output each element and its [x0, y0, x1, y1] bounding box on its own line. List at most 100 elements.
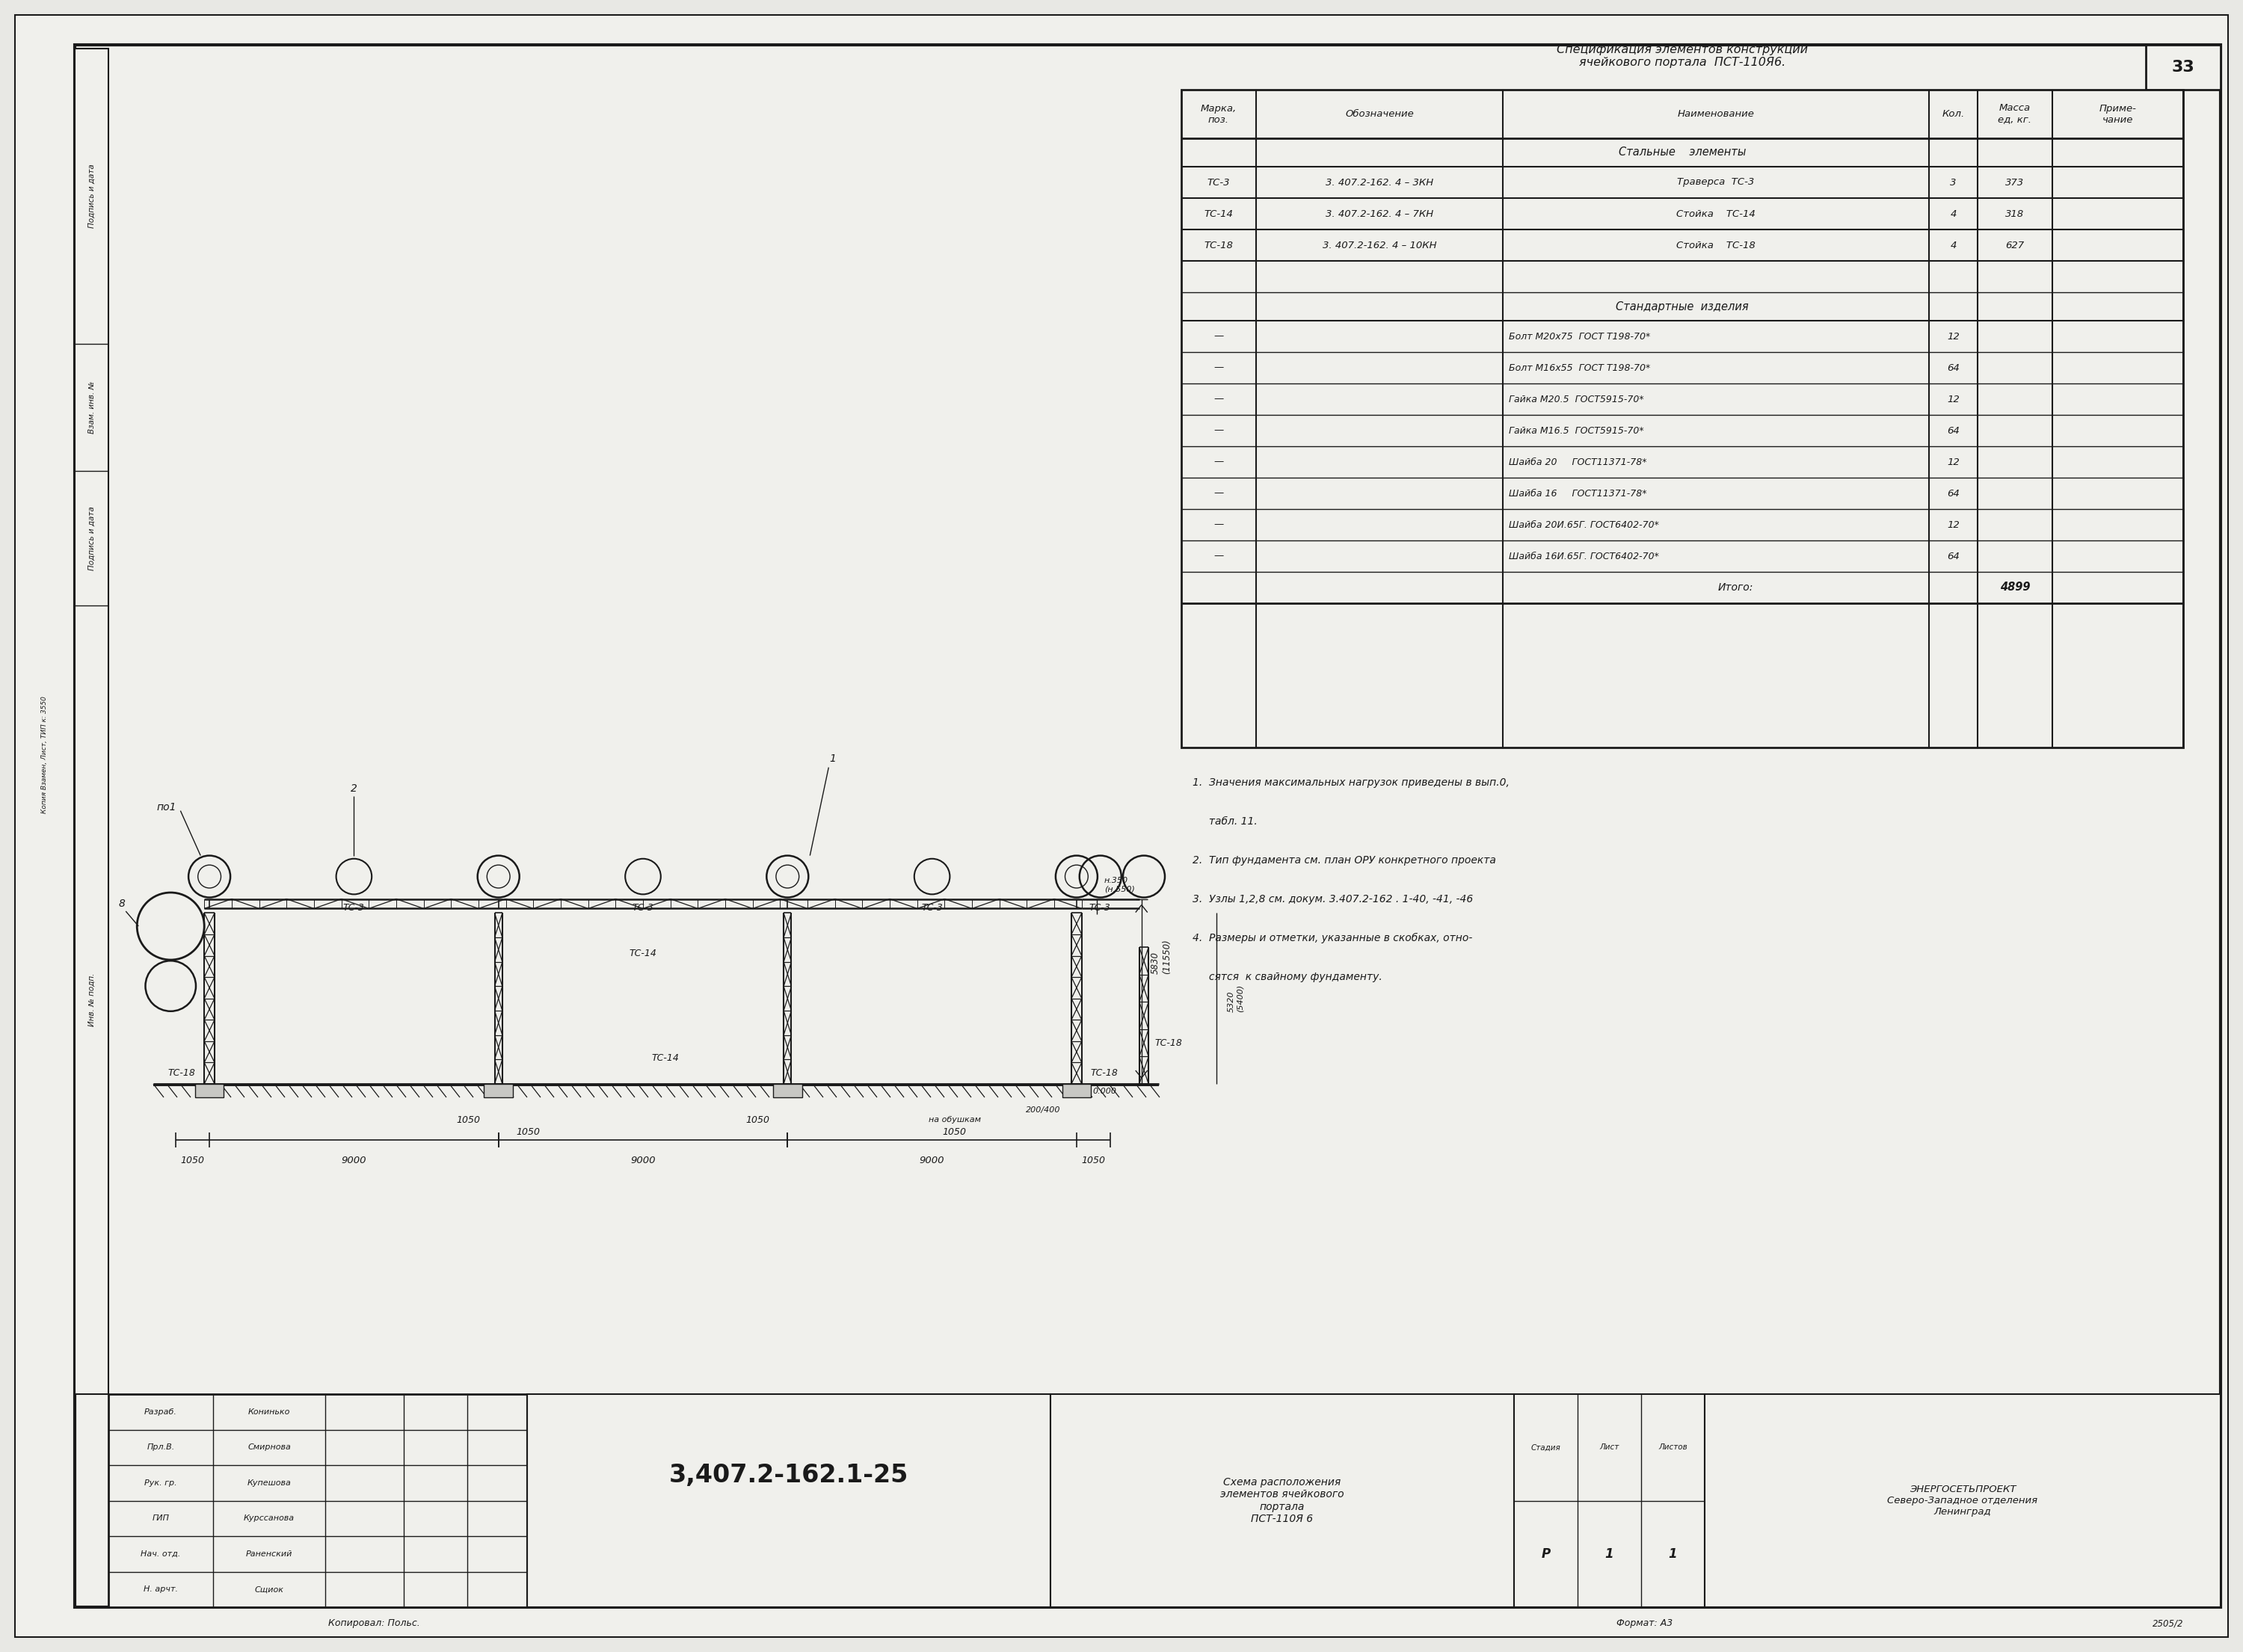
- Text: 64: 64: [1947, 426, 1960, 436]
- Text: 3,407.2-162.1-25: 3,407.2-162.1-25: [668, 1462, 908, 1487]
- Text: 3. 407.2-162. 4 – 7КН: 3. 407.2-162. 4 – 7КН: [1326, 208, 1433, 218]
- Text: Рук. гр.: Рук. гр.: [144, 1479, 177, 1487]
- Bar: [774, 1084, 803, 1097]
- Text: ТС-3: ТС-3: [343, 902, 366, 912]
- Text: 33: 33: [2171, 59, 2194, 74]
- Text: Курссанова: Курссанова: [244, 1515, 294, 1521]
- Text: 8: 8: [119, 899, 126, 909]
- Text: Подпись и дата: Подпись и дата: [87, 506, 94, 570]
- Text: 627: 627: [2005, 240, 2025, 249]
- Text: Инв. № подп.: Инв. № подп.: [87, 973, 94, 1026]
- Text: Н. арчт.: Н. арчт.: [144, 1586, 177, 1593]
- Bar: [1050, 1394, 1514, 1607]
- Text: Наименование: Наименование: [1678, 109, 1754, 119]
- Text: Формат: А3: Формат: А3: [1617, 1619, 1673, 1629]
- Text: 1050: 1050: [516, 1128, 541, 1137]
- Text: 2.  Тип фундамента см. план ОРУ конкретного проекта: 2. Тип фундамента см. план ОРУ конкретно…: [1193, 856, 1496, 866]
- Bar: [1063, 1084, 1090, 1097]
- Text: Раненский: Раненский: [247, 1550, 292, 1558]
- Text: 3. 407.2-162. 4 – 10КН: 3. 407.2-162. 4 – 10КН: [1323, 240, 1436, 249]
- Text: Болт М16х55  ГОСТ Т198-70*: Болт М16х55 ГОСТ Т198-70*: [1510, 363, 1651, 373]
- Text: 1050: 1050: [745, 1115, 769, 1125]
- Text: Шайба 16И.65Г. ГОСТ6402-70*: Шайба 16И.65Г. ГОСТ6402-70*: [1510, 552, 1660, 562]
- Text: 2: 2: [350, 783, 357, 793]
- Text: 9000: 9000: [920, 1156, 944, 1166]
- Text: Купешова: Купешова: [247, 1479, 292, 1487]
- Text: Спецификация элементов конструкций
ячейкового портала  ПСТ-110Я6.: Спецификация элементов конструкций ячейк…: [1557, 45, 1808, 68]
- Text: на обушкам: на обушкам: [929, 1117, 980, 1123]
- Text: —: —: [1213, 395, 1225, 405]
- Text: 4: 4: [1949, 208, 1956, 218]
- Text: Взам. инв. №: Взам. инв. №: [87, 382, 94, 433]
- Text: 9000: 9000: [341, 1156, 366, 1166]
- Text: Нач. отд.: Нач. отд.: [141, 1550, 182, 1558]
- Text: ТС-14: ТС-14: [653, 1054, 680, 1064]
- Text: Лист: Лист: [1599, 1444, 1619, 1450]
- Text: 12: 12: [1947, 458, 1960, 468]
- Text: 5830
(11550): 5830 (11550): [1151, 938, 1171, 975]
- Text: 12: 12: [1947, 395, 1960, 405]
- Text: ТС-14: ТС-14: [630, 948, 657, 958]
- Text: 373: 373: [2005, 177, 2025, 187]
- Text: —: —: [1213, 489, 1225, 499]
- Text: Траверса  ТС-3: Траверса ТС-3: [1678, 177, 1754, 187]
- Text: по1: по1: [157, 801, 177, 813]
- Bar: [2147, 45, 2221, 89]
- Text: ТС-18: ТС-18: [1155, 1039, 1182, 1047]
- Text: —: —: [1213, 332, 1225, 342]
- Bar: [195, 1084, 224, 1097]
- Text: 318: 318: [2005, 208, 2025, 218]
- Text: 4: 4: [1949, 240, 1956, 249]
- Text: Стадия: Стадия: [1532, 1444, 1561, 1450]
- Text: Марка,
поз.: Марка, поз.: [1200, 104, 1236, 124]
- Text: —: —: [1213, 363, 1225, 373]
- Text: —: —: [1213, 552, 1225, 562]
- Text: ТС-3: ТС-3: [633, 902, 653, 912]
- Text: Сщиок: Сщиок: [253, 1586, 283, 1593]
- Text: Копия Взамен, Лист, ТИП к: 3550: Копия Взамен, Лист, ТИП к: 3550: [40, 697, 49, 814]
- Text: 1: 1: [1669, 1548, 1678, 1561]
- Text: Болт М20х75  ГОСТ Т198-70*: Болт М20х75 ГОСТ Т198-70*: [1510, 332, 1651, 342]
- Text: Масса
ед, кг.: Масса ед, кг.: [1999, 104, 2032, 124]
- Text: ТС-3: ТС-3: [1207, 177, 1229, 187]
- Text: ГИП: ГИП: [153, 1515, 170, 1521]
- Text: Шайба 16     ГОСТ11371-78*: Шайба 16 ГОСТ11371-78*: [1510, 489, 1646, 499]
- Text: Стойка    ТС-18: Стойка ТС-18: [1676, 240, 1756, 249]
- Text: —: —: [1213, 458, 1225, 468]
- Text: Итого:: Итого:: [1718, 582, 1754, 593]
- Text: ТС-3: ТС-3: [1090, 902, 1110, 912]
- Text: Копировал: Польс.: Копировал: Польс.: [327, 1619, 419, 1629]
- Text: Подпись и дата: Подпись и дата: [87, 164, 94, 228]
- Text: 1050: 1050: [182, 1156, 204, 1166]
- Bar: [1182, 89, 2182, 747]
- Text: 1050: 1050: [458, 1115, 480, 1125]
- Text: ТС-18: ТС-18: [168, 1069, 195, 1079]
- Text: Обозначение: Обозначение: [1346, 109, 1413, 119]
- Text: Приме-
чание: Приме- чание: [2099, 104, 2135, 124]
- Text: Листов: Листов: [1658, 1444, 1687, 1450]
- Text: Разраб.: Разраб.: [144, 1408, 177, 1416]
- Text: Кол.: Кол.: [1942, 109, 1965, 119]
- Text: Шайба 20И.65Г. ГОСТ6402-70*: Шайба 20И.65Г. ГОСТ6402-70*: [1510, 520, 1660, 530]
- Text: 1: 1: [830, 753, 837, 763]
- Text: —: —: [1213, 520, 1225, 530]
- Text: 64: 64: [1947, 552, 1960, 562]
- Text: 12: 12: [1947, 332, 1960, 342]
- Text: 3.  Узлы 1,2,8 см. докум. 3.407.2-162 . 1-40, -41, -46: 3. Узлы 1,2,8 см. докум. 3.407.2-162 . 1…: [1193, 894, 1474, 905]
- Text: 12: 12: [1947, 520, 1960, 530]
- Text: 200/400: 200/400: [1025, 1107, 1061, 1113]
- Text: 4899: 4899: [2001, 582, 2030, 593]
- Text: Р: Р: [1541, 1548, 1550, 1561]
- Text: ТС-18: ТС-18: [1204, 240, 1234, 249]
- Bar: [74, 48, 108, 1394]
- Text: 2505/2: 2505/2: [2153, 1619, 2185, 1629]
- Text: 1: 1: [1606, 1548, 1613, 1561]
- Text: 9000: 9000: [630, 1156, 655, 1166]
- Text: Конинько: Конинько: [249, 1408, 289, 1416]
- Text: —: —: [1213, 426, 1225, 436]
- Text: 5320
(5400): 5320 (5400): [1227, 985, 1243, 1013]
- Text: Схема расположения
элементов ячейкового
портала
ПСТ-110Я 6: Схема расположения элементов ячейкового …: [1220, 1477, 1344, 1525]
- Text: 64: 64: [1947, 363, 1960, 373]
- Text: 0.000: 0.000: [1092, 1087, 1117, 1095]
- Text: ТС-18: ТС-18: [1090, 1069, 1119, 1079]
